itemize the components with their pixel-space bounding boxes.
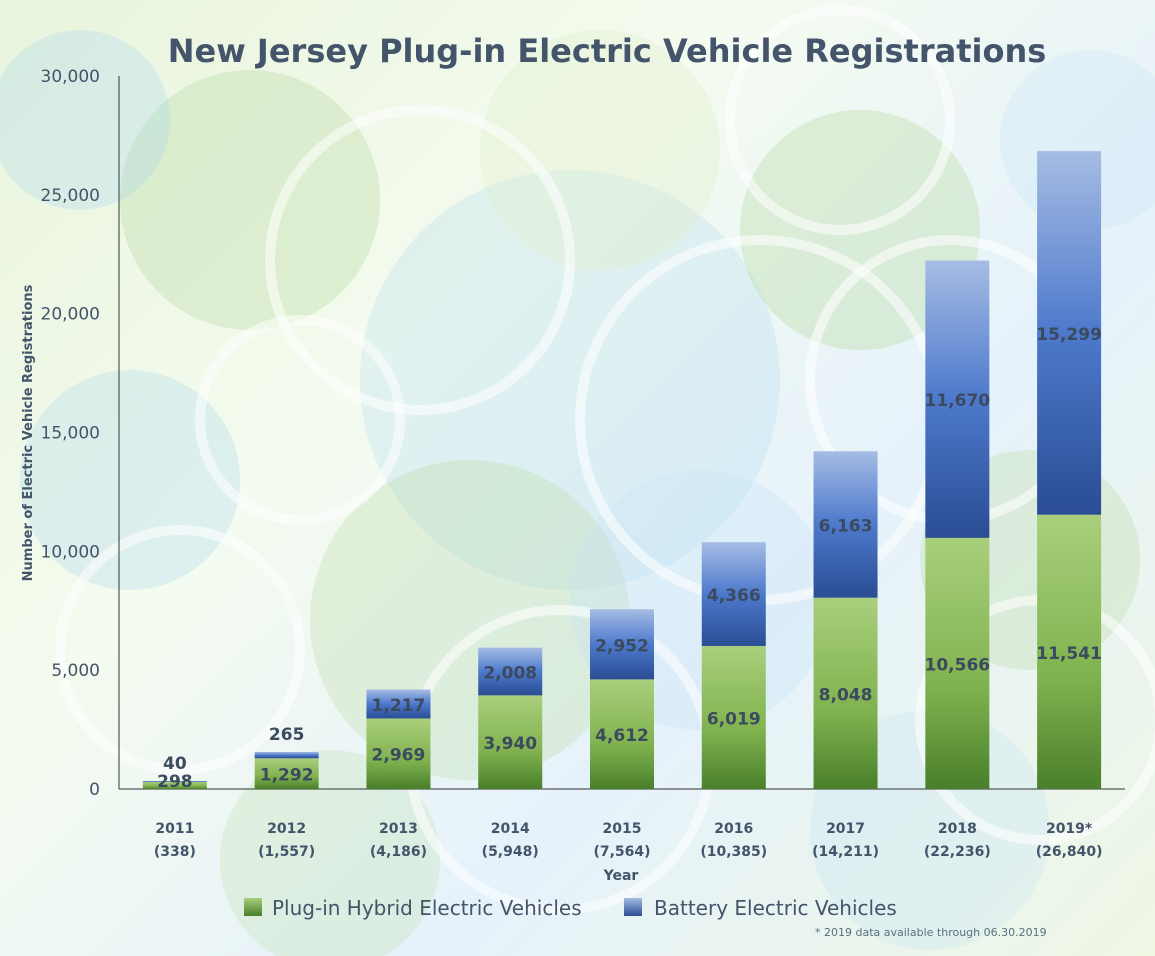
x-tick-total-label: (5,948): [482, 844, 539, 860]
y-tick-label: 25,000: [41, 186, 100, 206]
data-label-bev: 265: [269, 725, 305, 745]
bg-bubble: [480, 30, 720, 270]
bar-phev: [590, 679, 654, 789]
data-label-bev: 6,163: [819, 516, 873, 536]
x-tick-label: 2013: [379, 821, 418, 837]
legend-label-phev: Plug-in Hybrid Electric Vehicles: [272, 896, 582, 920]
chart-title: New Jersey Plug-in Electric Vehicle Regi…: [168, 32, 1047, 70]
x-tick-label: 2014: [491, 821, 530, 837]
data-label-bev: 1,217: [372, 696, 426, 716]
bar-bev: [590, 609, 654, 680]
x-tick-total-label: (4,186): [370, 844, 427, 860]
bg-bubble: [0, 30, 170, 210]
bar-bev: [142, 780, 207, 782]
x-tick-total-label: (7,564): [593, 844, 650, 860]
x-tick-label: 2015: [603, 821, 642, 837]
data-label-phev: 11,541: [1036, 644, 1102, 664]
bar-phev: [813, 597, 878, 789]
data-label-bev: 40: [163, 754, 187, 774]
legend-label-bev: Battery Electric Vehicles: [654, 896, 897, 920]
bar-bev: [254, 751, 319, 759]
x-tick-total-label: (26,840): [1036, 844, 1103, 860]
bar-bev: [366, 689, 431, 719]
bg-ring: [55, 525, 305, 775]
bar-phev: [142, 781, 207, 789]
footnote: * 2019 data available through 06.30.2019: [815, 926, 1047, 939]
bg-bubble: [360, 170, 780, 590]
data-label-phev: 10,566: [925, 655, 991, 675]
x-tick-label: 2019*: [1046, 821, 1093, 837]
x-tick-label: 2018: [938, 821, 977, 837]
bar-bev: [813, 451, 878, 598]
data-label-bev: 11,670: [925, 391, 991, 411]
data-label-phev: 298: [157, 772, 193, 792]
x-tick-label: 2012: [267, 821, 306, 837]
x-tick-total-label: (10,385): [700, 844, 767, 860]
y-tick-label: 20,000: [41, 305, 100, 325]
bg-ring: [195, 315, 405, 525]
x-tick-total-label: (338): [154, 844, 196, 860]
bg-bubble: [120, 70, 380, 330]
legend: Plug-in Hybrid Electric Vehicles Battery…: [244, 896, 897, 920]
data-label-bev: 15,299: [1036, 325, 1102, 345]
data-label-phev: 3,940: [483, 734, 537, 754]
bar-bev: [701, 542, 766, 646]
data-label-bev: 2,008: [483, 663, 537, 683]
legend-swatch-bev: [624, 898, 642, 916]
legend-swatch-phev: [244, 898, 262, 916]
x-axis-label: Year: [603, 868, 639, 884]
y-tick-label: 5,000: [51, 661, 100, 681]
x-tick-label: 2017: [826, 821, 865, 837]
bar-bev: [478, 647, 543, 696]
x-tick-total-label: (14,211): [812, 844, 879, 860]
data-label-phev: 8,048: [819, 685, 873, 705]
bg-ring: [725, 5, 955, 235]
bar-bev: [925, 260, 990, 538]
bar-phev: [701, 645, 766, 789]
bar-phev: [925, 537, 990, 789]
data-label-phev: 2,969: [372, 746, 426, 766]
data-label-bev: 2,952: [595, 636, 649, 656]
bg-bubble: [220, 750, 440, 956]
x-tick-label: 2011: [155, 821, 194, 837]
y-tick-label: 30,000: [41, 67, 100, 87]
x-axis-labels: 2011 (338) 2012 (1,557) 2013 (4,186) 2014 (5,94…: [154, 821, 1103, 860]
bg-ring: [265, 105, 575, 415]
bar-phev: [366, 718, 431, 789]
bar-bev: [1037, 151, 1102, 515]
y-tick-label: 15,000: [41, 424, 100, 444]
data-label-bev: 4,366: [707, 586, 761, 606]
data-label-phev: 6,019: [707, 709, 761, 729]
bar-phev: [1037, 514, 1102, 789]
x-tick-label: 2016: [714, 821, 753, 837]
x-tick-total-label: (1,557): [258, 844, 315, 860]
data-label-phev: 1,292: [260, 766, 314, 786]
data-label-phev: 4,612: [595, 726, 649, 746]
y-tick-label: 10,000: [41, 542, 100, 562]
y-tick-label: 0: [89, 780, 100, 800]
bar-phev: [478, 695, 543, 789]
x-tick-total-label: (22,236): [924, 844, 991, 860]
bar-phev: [254, 758, 319, 789]
y-axis-label: Number of Electric Vehicle Registrations: [21, 284, 36, 581]
y-axis-ticks: 0 5,000 10,000 15,000 20,000 25,000 30,000: [41, 67, 100, 800]
